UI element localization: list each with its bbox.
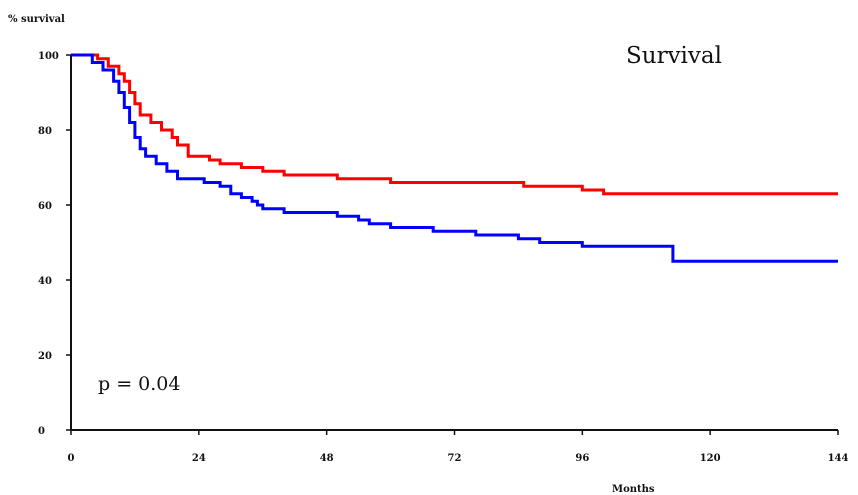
y-tick-label: 0 (38, 426, 45, 437)
p-value-annotation: p = 0.04 (98, 373, 180, 395)
x-tick-label: 120 (700, 453, 721, 464)
series-layer (71, 53, 838, 263)
y-tick-label: 40 (38, 276, 52, 287)
y-ticks: 0 20 40 60 80 100 (38, 51, 71, 437)
red-survival-curve (71, 53, 838, 196)
y-tick-label: 20 (38, 351, 52, 362)
chart-title: Survival (626, 43, 722, 69)
y-tick-label: 100 (38, 51, 59, 62)
x-tick-label: 144 (828, 453, 849, 464)
y-tick-label: 80 (38, 126, 52, 137)
x-tick-label: 72 (448, 453, 462, 464)
x-tick-label: 96 (575, 453, 589, 464)
x-tick-label: 0 (68, 453, 75, 464)
y-axis-label: % survival (8, 14, 65, 25)
blue-survival-curve (71, 53, 838, 263)
y-tick-label: 60 (38, 201, 52, 212)
x-axis-label: Months (612, 484, 655, 495)
x-ticks: 0 24 48 72 96 120 144 (68, 430, 849, 464)
x-tick-label: 24 (192, 453, 206, 464)
x-tick-label: 48 (320, 453, 334, 464)
